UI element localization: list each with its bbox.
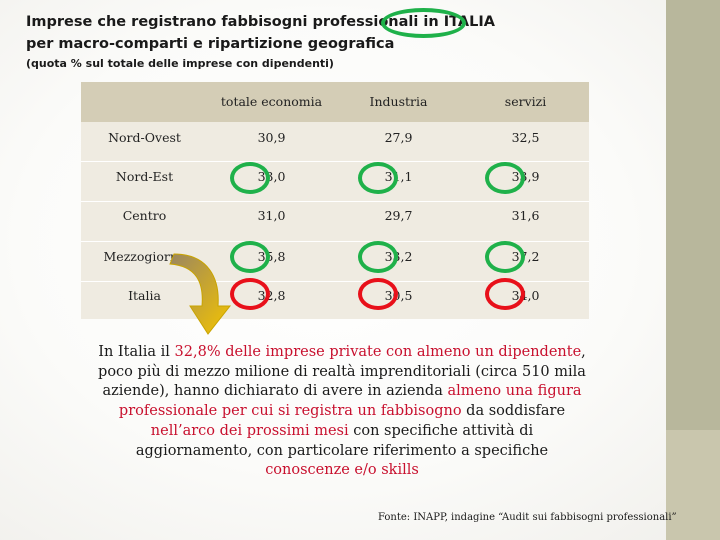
title-line-1: Imprese che registrano fabbisogni profes…: [26, 14, 495, 30]
cell-region: Mezzogiorno: [103, 249, 186, 264]
sidebar-bottom-band: [666, 430, 720, 540]
row-divider: [81, 281, 589, 282]
col-header-totale: totale economia: [220, 94, 323, 109]
source-note: Fonte: INAPP, indagine “Audit sui fabbis…: [378, 512, 677, 523]
col-header-industria: Industria: [369, 94, 428, 109]
body-highlight-3: nell’arco dei prossimi mesi: [150, 422, 349, 439]
title-line-2: per macro-comparti e ripartizione geogra…: [26, 36, 395, 52]
cell-totale: 31,0: [257, 208, 286, 223]
body-text-1: In Italia il: [98, 344, 175, 360]
table-row: Centro 31,0 29,7 31,6: [81, 202, 589, 241]
cell-servizi: 32,5: [511, 130, 540, 145]
body-text-2: , poco più di mezzo milione di realtà im…: [98, 344, 586, 400]
green-ellipse-nordest-totale: [230, 162, 270, 194]
cell-servizi: 33,9: [511, 169, 540, 184]
cell-totale: 33,0: [257, 169, 286, 184]
cell-region: Nord-Ovest: [108, 130, 181, 145]
green-ellipse-mezzogiorno-totale: [230, 241, 270, 273]
red-ellipse-italia-industria: [358, 278, 398, 310]
green-ellipse-nordest-industria: [358, 162, 398, 194]
col-header-servizi: servizi: [504, 94, 547, 109]
cell-industria: 29,7: [384, 208, 413, 223]
curved-arrow-icon: [169, 253, 232, 335]
row-divider: [81, 241, 589, 242]
slide-title: Imprese che registrano fabbisogni profes…: [26, 11, 495, 55]
body-highlight-1: 32,8% delle imprese private con almeno u…: [174, 344, 582, 360]
green-ellipse-mezzogiorno-servizi: [485, 241, 525, 273]
cell-region: Nord-Est: [115, 169, 174, 184]
row-divider: [81, 201, 589, 202]
cell-totale: 30,9: [257, 130, 286, 145]
body-highlight-4: conoscenze e/o skills: [265, 462, 419, 479]
cell-region: Centro: [122, 208, 167, 223]
cell-servizi: 34,0: [511, 288, 540, 303]
cell-region: Italia: [128, 288, 161, 303]
cell-industria: 33,2: [384, 249, 413, 264]
row-divider: [81, 161, 589, 162]
slide-subtitle: (quota % sul totale delle imprese con di…: [26, 57, 334, 70]
cell-servizi: 31,6: [511, 208, 540, 223]
red-ellipse-italia-servizi: [485, 278, 525, 310]
decorative-sidebar: [666, 0, 720, 540]
data-table: totale economia Industria servizi Nord-O…: [81, 82, 589, 319]
summary-paragraph: In Italia il 32,8% delle imprese private…: [92, 343, 592, 481]
body-highlight-2: almeno una figura professionale per cui …: [118, 383, 582, 420]
body-text-4: con specifiche attività di aggiornamento…: [135, 422, 549, 459]
cell-industria: 30,5: [384, 288, 413, 303]
cell-industria: 31,1: [384, 169, 413, 184]
table-row: Nord-Ovest 30,9 27,9 32,5: [81, 122, 589, 161]
cell-servizi: 37,2: [511, 249, 540, 264]
table-header: totale economia Industria servizi: [81, 82, 589, 122]
green-ellipse-mezzogiorno-industria: [358, 241, 398, 273]
red-ellipse-italia-totale: [230, 278, 270, 310]
cell-industria: 27,9: [384, 130, 413, 145]
green-ellipse-italia: [381, 8, 466, 38]
sidebar-top-band: [666, 0, 720, 430]
body-text-3: da soddisfare: [461, 403, 566, 420]
green-ellipse-nordest-servizi: [485, 162, 525, 194]
